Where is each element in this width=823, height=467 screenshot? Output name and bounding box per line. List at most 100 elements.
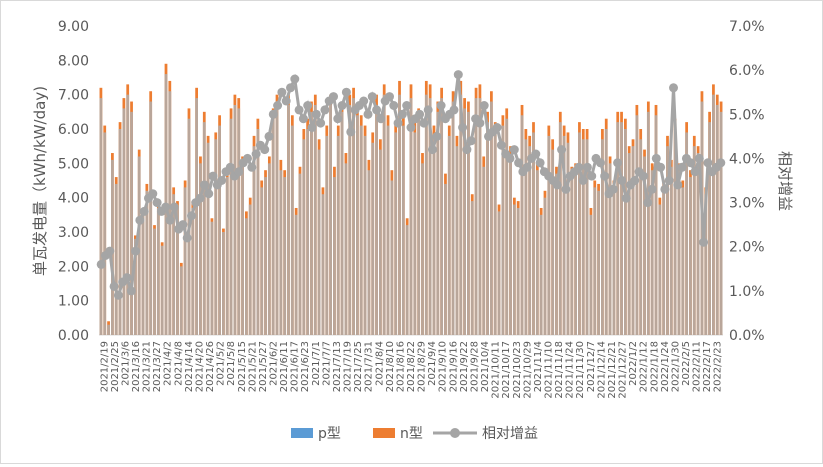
gain-point	[311, 109, 321, 119]
gain-point	[423, 105, 433, 115]
gain-point	[195, 193, 205, 203]
p-bar	[712, 94, 715, 335]
x-tick-label: 2021/7/13	[332, 341, 343, 392]
p-bar	[516, 207, 520, 335]
gain-point	[638, 171, 648, 181]
gain-point	[367, 92, 377, 102]
p-bar	[279, 170, 283, 335]
p-bar	[325, 135, 329, 335]
p-bar	[635, 115, 639, 336]
gain-point	[298, 114, 308, 124]
p-bar	[172, 194, 176, 335]
gain-point	[96, 259, 106, 269]
x-tick-label: 2021/4/8	[173, 341, 184, 386]
p-bar	[241, 163, 244, 335]
p-bar	[103, 132, 107, 335]
p-bar	[363, 135, 367, 335]
p-bar	[708, 122, 711, 335]
p-bar	[375, 104, 378, 335]
p-bar	[313, 104, 317, 335]
y-right-axis-label: 相对增益	[776, 151, 794, 211]
p-bar	[260, 187, 264, 335]
p-bar	[666, 146, 669, 335]
gain-point	[613, 158, 623, 168]
p-bar	[237, 108, 241, 336]
gain-point	[449, 105, 459, 115]
p-bar	[137, 156, 141, 335]
gain-point	[341, 87, 351, 97]
gain-point	[651, 153, 661, 163]
p-bar	[168, 91, 172, 335]
p-bar	[524, 139, 528, 335]
x-tick-label: 2021/5/21	[247, 341, 258, 392]
legend-swatch-p	[291, 428, 313, 438]
x-tick-label: 2021/9/28	[470, 341, 481, 392]
gain-point	[199, 180, 209, 190]
p-bar	[558, 122, 562, 335]
p-bar	[210, 221, 214, 335]
p-bar	[658, 204, 662, 335]
gain-point	[277, 87, 287, 97]
x-tick-label: 2021/12/21	[607, 341, 618, 399]
y-left-axis-label: 单瓦发电量（kWh/kW/day)	[31, 86, 49, 276]
gain-point	[148, 189, 158, 199]
p-bar	[685, 132, 689, 335]
p-bar	[283, 177, 287, 335]
legend: p型 n型 相对增益	[291, 426, 538, 442]
gain-point	[139, 206, 149, 216]
p-bar	[141, 214, 145, 335]
gain-point	[690, 167, 700, 177]
x-tick-label: 2021/4/14	[184, 341, 195, 392]
x-tick-label: 2021/11/18	[554, 341, 565, 399]
x-tick-label: 2021/11/24	[565, 341, 576, 399]
p-bar	[344, 163, 348, 335]
p-bar	[214, 139, 218, 335]
x-tick-label: 2021/6/23	[300, 341, 311, 392]
x-tick-label: 2021/12/27	[618, 341, 629, 399]
gain-point	[131, 246, 141, 256]
gain-point	[402, 101, 412, 110]
p-bar	[535, 170, 539, 335]
legend-marker-gain	[450, 428, 460, 438]
x-tick-label: 2021/4/2	[163, 341, 174, 386]
p-bar	[390, 180, 394, 335]
p-bar	[329, 104, 332, 335]
y-left-tick-label: 3.00	[58, 225, 89, 241]
x-tick-label: 2021/9/10	[438, 341, 449, 392]
legend-swatch-n	[373, 428, 395, 438]
y-right-tick-label: 1.0%	[729, 284, 765, 300]
p-bar	[222, 232, 225, 335]
p-bar	[646, 111, 650, 335]
p-bar	[294, 214, 298, 335]
gain-point	[273, 101, 283, 110]
gain-point	[458, 123, 468, 132]
p-bar	[256, 129, 260, 335]
p-bar	[467, 111, 470, 335]
p-bar	[405, 225, 409, 335]
p-bar	[673, 129, 677, 335]
p-bar	[482, 166, 486, 335]
x-tick-label: 2021/7/31	[364, 341, 375, 392]
p-bar	[597, 190, 600, 335]
gain-point	[204, 189, 214, 199]
legend-label-p: p型	[318, 426, 341, 442]
p-bar	[486, 122, 489, 335]
y-left-tick-label: 5.00	[58, 156, 89, 172]
gain-point	[161, 202, 171, 212]
p-bar	[620, 122, 623, 335]
p-bar	[539, 214, 543, 335]
p-bar	[444, 183, 447, 335]
p-bar	[520, 115, 524, 336]
p-bar	[386, 125, 390, 335]
y-right-tick-label: 7.0%	[729, 19, 765, 35]
p-bar	[149, 101, 153, 335]
x-tick-label: 2021/4/20	[195, 341, 206, 392]
p-bar	[601, 139, 604, 335]
p-bar	[470, 201, 474, 335]
gain-point	[126, 286, 136, 296]
gain-point	[363, 109, 373, 119]
gain-point	[574, 162, 584, 172]
gain-point	[716, 158, 726, 168]
gain-point	[509, 145, 519, 155]
gain-point	[630, 176, 640, 185]
